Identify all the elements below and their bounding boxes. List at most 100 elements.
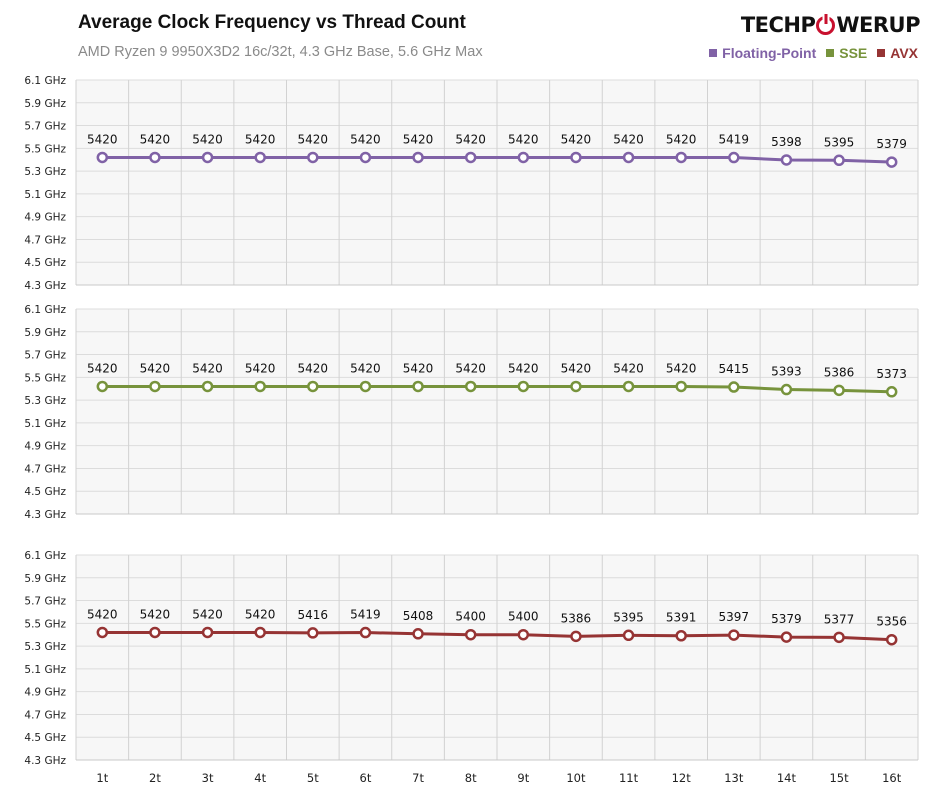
data-point — [885, 633, 898, 646]
x-tick-label: 15t — [829, 771, 849, 785]
x-tick-label: 3t — [202, 771, 214, 785]
data-label: 5400 — [455, 610, 486, 624]
data-point — [149, 151, 161, 164]
data-label: 5420 — [298, 132, 329, 146]
x-tick-label: 8t — [465, 771, 477, 785]
data-label: 5420 — [455, 361, 486, 375]
data-label: 5393 — [771, 365, 802, 379]
logo-text-left: TECHP — [740, 13, 816, 37]
data-point — [96, 151, 109, 164]
data-point — [885, 386, 898, 398]
data-point — [780, 154, 793, 166]
legend-label: Floating-Point — [722, 45, 817, 61]
x-tick-label: 5t — [307, 771, 319, 785]
x-tick-label: 12t — [672, 771, 692, 785]
y-tick-label: 6.1 GHz — [24, 75, 66, 87]
x-tick-label: 1t — [96, 771, 108, 785]
data-point — [464, 151, 477, 164]
data-label: 5379 — [876, 137, 907, 151]
y-tick-label: 4.9 GHz — [24, 212, 66, 224]
y-tick-label: 4.5 GHz — [24, 486, 66, 498]
y-tick-label: 4.5 GHz — [24, 732, 66, 744]
data-point — [307, 380, 319, 393]
data-label: 5379 — [771, 612, 802, 626]
data-point — [307, 151, 319, 164]
data-label: 5420 — [403, 361, 434, 375]
data-point — [622, 151, 635, 164]
data-point — [517, 628, 530, 641]
series-line — [102, 155, 892, 164]
data-point — [728, 629, 740, 641]
data-label: 5415 — [719, 362, 750, 376]
legend-label: SSE — [839, 45, 868, 61]
data-label: 5395 — [824, 135, 855, 149]
data-label: 5416 — [298, 608, 329, 622]
y-tick-label: 5.9 GHz — [24, 573, 66, 585]
data-point — [517, 151, 530, 164]
data-label: 5420 — [192, 607, 223, 621]
data-label: 5420 — [245, 132, 276, 146]
y-tick-label: 5.1 GHz — [24, 664, 66, 676]
y-tick-label: 6.1 GHz — [24, 550, 66, 562]
data-point — [570, 380, 582, 393]
y-tick-label: 4.7 GHz — [24, 463, 66, 475]
data-point — [675, 380, 687, 393]
data-label: 5420 — [140, 361, 171, 375]
y-tick-label: 5.7 GHz — [24, 121, 66, 133]
y-tick-label: 4.3 GHz — [24, 755, 66, 767]
y-tick-label: 5.1 GHz — [24, 418, 66, 430]
data-label: 5420 — [508, 361, 539, 375]
data-label: 5420 — [508, 132, 539, 146]
y-tick-label: 4.7 GHz — [24, 709, 66, 721]
data-label: 5377 — [824, 612, 855, 626]
legend-swatch — [877, 49, 886, 57]
data-point — [96, 380, 109, 393]
y-tick-label: 5.7 GHz — [24, 596, 66, 608]
data-label: 5420 — [561, 361, 592, 375]
legend: Floating-Point SSE AVX — [709, 45, 918, 61]
data-label: 5356 — [876, 615, 907, 629]
x-tick-label: 13t — [724, 771, 744, 785]
data-point — [254, 626, 266, 639]
data-point — [833, 384, 845, 397]
data-point — [517, 380, 530, 393]
x-tick-label: 2t — [149, 771, 161, 785]
x-tick-label: 9t — [517, 771, 529, 785]
y-tick-label: 6.1 GHz — [24, 304, 66, 316]
x-tick-label: 14t — [777, 771, 797, 785]
data-point — [149, 380, 161, 393]
legend-item-avx: AVX — [877, 45, 918, 61]
x-tick-label: 16t — [882, 771, 902, 785]
x-tick-label: 4t — [254, 771, 266, 785]
data-point — [149, 626, 161, 639]
data-point — [201, 151, 214, 164]
x-tick-label: 11t — [619, 771, 639, 785]
data-point — [570, 630, 582, 643]
power-icon — [816, 15, 836, 35]
y-tick-label: 4.3 GHz — [24, 509, 66, 521]
data-label: 5420 — [192, 132, 223, 146]
data-label: 5420 — [350, 132, 381, 146]
data-label: 5420 — [87, 132, 118, 146]
data-label: 5420 — [140, 132, 171, 146]
y-tick-label: 4.7 GHz — [24, 234, 66, 246]
data-point — [728, 381, 740, 393]
data-point — [885, 156, 898, 168]
data-point — [254, 380, 266, 393]
data-point — [570, 151, 582, 164]
series-line — [102, 630, 892, 642]
data-label: 5386 — [824, 365, 855, 379]
data-label: 5391 — [666, 611, 697, 625]
data-point — [254, 151, 266, 164]
data-point — [780, 383, 793, 396]
data-point — [833, 631, 845, 644]
data-point — [412, 151, 424, 164]
legend-label: AVX — [890, 45, 918, 61]
y-tick-label: 5.9 GHz — [24, 98, 66, 110]
x-tick-label: 7t — [412, 771, 424, 785]
chart-subtitle: AMD Ryzen 9 9950X3D2 16c/32t, 4.3 GHz Ba… — [78, 44, 483, 60]
data-point — [622, 380, 635, 393]
data-point — [412, 628, 424, 640]
data-label: 5420 — [666, 132, 697, 146]
